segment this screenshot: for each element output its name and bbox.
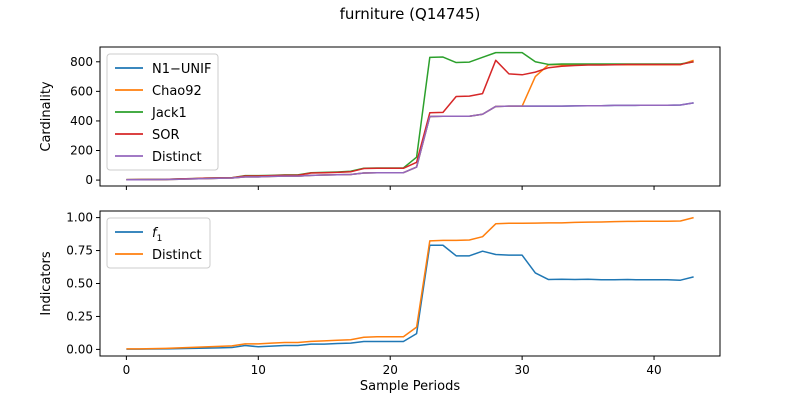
cardinality-legend-box (106, 53, 219, 171)
cardinality-panel: 0 200 400 600 800 Cardinality N1−UNIF Chao92 J… (39, 46, 721, 190)
indicators-y-axis-label: Indicators (39, 251, 54, 315)
cardinality-y-tick-label-2: 400 (70, 114, 93, 128)
cardinality-legend-label-0: N1−UNIF (152, 62, 211, 77)
cardinality-y-tick-label-3: 600 (70, 84, 93, 98)
figure-title: furniture (Q14745) (340, 5, 481, 23)
indicators-panel: 0 10 20 30 40 0.00 0.25 0.50 0.75 1.00 Indicators… (39, 210, 721, 394)
cardinality-legend-label-1: Chao92 (152, 84, 202, 99)
indicators-legend: f1 Distinct (106, 217, 211, 269)
indicators-series-line-1 (126, 216, 694, 350)
x-axis-label: Sample Periods (360, 379, 460, 394)
indicators-legend-label-1: Distinct (152, 248, 202, 263)
cardinality-legend: N1−UNIF Chao92 Jack1 SOR Distinct (106, 53, 219, 171)
indicators-series-line-0 (126, 244, 694, 350)
indicators-legend-label-main-1: Distinct (152, 248, 202, 263)
indicators-legend-label-0: f1 (152, 226, 162, 244)
indicators-y-tick-label-2: 0.50 (66, 277, 93, 291)
cardinality-y-tick-label-1: 200 (70, 144, 93, 158)
x-tick-label-2: 20 (383, 363, 398, 377)
cardinality-legend-label-2: Jack1 (151, 106, 187, 121)
cardinality-series-line-4 (126, 102, 694, 181)
indicators-legend-label-sub-0: 1 (157, 234, 163, 244)
indicators-y-tick-label-1: 0.25 (66, 309, 93, 323)
cardinality-legend-label-3: SOR (152, 128, 180, 143)
indicators-y-tick-label-3: 0.75 (66, 244, 93, 258)
x-tick-label-4: 40 (646, 363, 661, 377)
indicators-legend-box (106, 217, 211, 269)
cardinality-axes-frame (99, 46, 721, 187)
cardinality-y-axis-label: Cardinality (39, 81, 54, 152)
cardinality-legend-label-4: Distinct (152, 150, 202, 165)
cardinality-y-tick-label-4: 800 (70, 55, 93, 69)
x-tick-label-0: 0 (123, 363, 131, 377)
cardinality-y-tick-label-0: 0 (85, 173, 93, 187)
x-tick-label-1: 10 (251, 363, 266, 377)
indicators-legend-label-main-0: f (152, 226, 159, 241)
indicators-y-tick-label-4: 1.00 (66, 211, 93, 225)
indicators-y-tick-label-0: 0.00 (66, 342, 93, 356)
x-tick-label-3: 30 (514, 363, 529, 377)
